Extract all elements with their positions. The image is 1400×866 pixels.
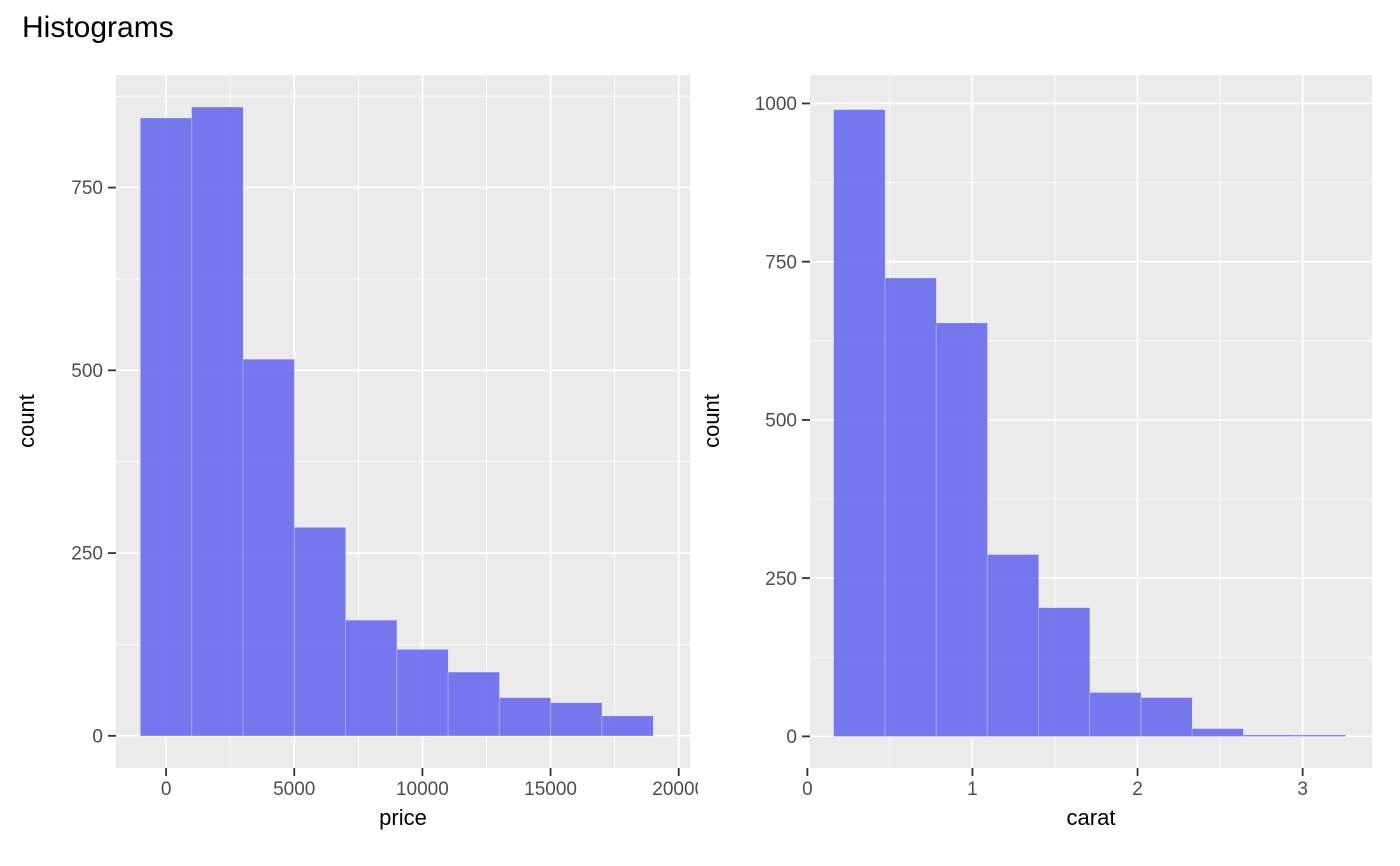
x-axis-tick-labels: 0 1 2 3 bbox=[802, 779, 1308, 800]
y-tick-label: 750 bbox=[765, 252, 797, 273]
histogram-bar bbox=[140, 118, 192, 736]
y-tick-label: 500 bbox=[71, 361, 103, 382]
y-axis-title-price-panel: count bbox=[14, 394, 39, 448]
histogram-bar bbox=[601, 716, 654, 736]
carat-histogram-svg: 0 1 2 3 0 250 500 750 1000 bbox=[755, 75, 1372, 800]
histogram-bar bbox=[243, 359, 295, 736]
plot-title: Histograms bbox=[22, 11, 174, 44]
y-tick-label: 0 bbox=[786, 727, 797, 748]
panel-carat-histogram: 0 1 2 3 0 250 500 750 1000 bbox=[755, 75, 1372, 800]
x-axis-title-price: price bbox=[379, 805, 427, 830]
y-tick-label: 1000 bbox=[755, 94, 797, 115]
x-tick-label: 0 bbox=[802, 779, 813, 800]
histogram-bar bbox=[936, 323, 988, 737]
x-tick-label: 3 bbox=[1297, 779, 1308, 800]
x-tick-label: 2 bbox=[1132, 779, 1143, 800]
histogram-bar bbox=[1192, 728, 1244, 737]
axis-tick-marks bbox=[802, 102, 1304, 776]
y-axis-title-carat-panel: count bbox=[699, 394, 724, 448]
histogram-bars bbox=[833, 109, 1346, 737]
histogram-bar bbox=[1038, 607, 1090, 737]
x-tick-label: 1 bbox=[967, 779, 978, 800]
bar-seams bbox=[191, 118, 603, 736]
y-tick-label: 0 bbox=[92, 726, 103, 747]
x-axis-title-carat: carat bbox=[1066, 805, 1116, 830]
x-tick-label: 5000 bbox=[273, 779, 315, 800]
x-tick-label: 15000 bbox=[524, 779, 577, 800]
histogram-bar bbox=[1243, 735, 1295, 737]
y-tick-label: 250 bbox=[71, 544, 103, 565]
histogram-bar bbox=[191, 107, 244, 736]
histogram-bar bbox=[499, 697, 551, 736]
axis-tick-marks bbox=[108, 186, 680, 776]
histogram-bar bbox=[550, 702, 602, 736]
histogram-bar bbox=[294, 527, 346, 736]
x-tick-label: 10000 bbox=[396, 779, 449, 800]
histogram-bar bbox=[833, 109, 885, 737]
histogram-bar bbox=[1294, 735, 1346, 737]
histogram-bars bbox=[140, 107, 654, 736]
histogram-bar bbox=[1140, 697, 1193, 737]
histogram-bar bbox=[1089, 692, 1141, 737]
histogram-bar bbox=[345, 620, 397, 736]
histogram-bar bbox=[396, 649, 449, 736]
y-tick-label: 250 bbox=[765, 569, 797, 590]
x-tick-label: 0 bbox=[161, 779, 172, 800]
x-axis-tick-labels: 0 5000 10000 15000 20000 bbox=[161, 779, 705, 800]
panel-price-histogram: 0 5000 10000 15000 20000 0 250 500 750 bbox=[71, 75, 698, 800]
y-axis-tick-labels: 0 250 500 750 bbox=[71, 178, 103, 747]
x-tick-label: 20000 bbox=[652, 779, 705, 800]
y-tick-label: 750 bbox=[71, 178, 103, 199]
histogram-bar bbox=[884, 278, 937, 737]
y-tick-label: 500 bbox=[765, 411, 797, 432]
histogram-bar bbox=[448, 672, 500, 736]
bar-seams bbox=[884, 278, 1295, 737]
histogram-bar bbox=[987, 554, 1039, 737]
y-axis-tick-labels: 0 250 500 750 1000 bbox=[755, 94, 797, 748]
